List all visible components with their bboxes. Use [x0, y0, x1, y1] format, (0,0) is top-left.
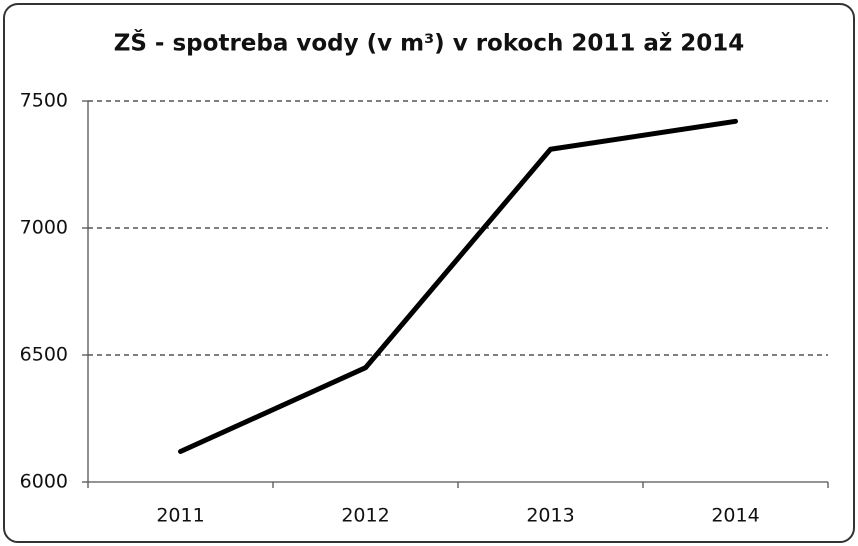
x-tick-label: 2012 — [341, 505, 389, 527]
data-line — [178, 118, 738, 455]
y-tick-label: 6500 — [20, 344, 68, 366]
chart-title: ZŠ - spotreba vody (v m³) v rokoch 2011 … — [114, 29, 745, 57]
x-tick-label: 2011 — [156, 505, 204, 527]
x-tick-label: 2013 — [526, 505, 574, 527]
chart-frame — [3, 3, 855, 543]
y-tick-label: 6000 — [20, 471, 68, 493]
x-tick-label: 2014 — [711, 505, 759, 527]
y-tick-label: 7500 — [20, 90, 68, 112]
y-tick-label: 7000 — [20, 217, 68, 239]
